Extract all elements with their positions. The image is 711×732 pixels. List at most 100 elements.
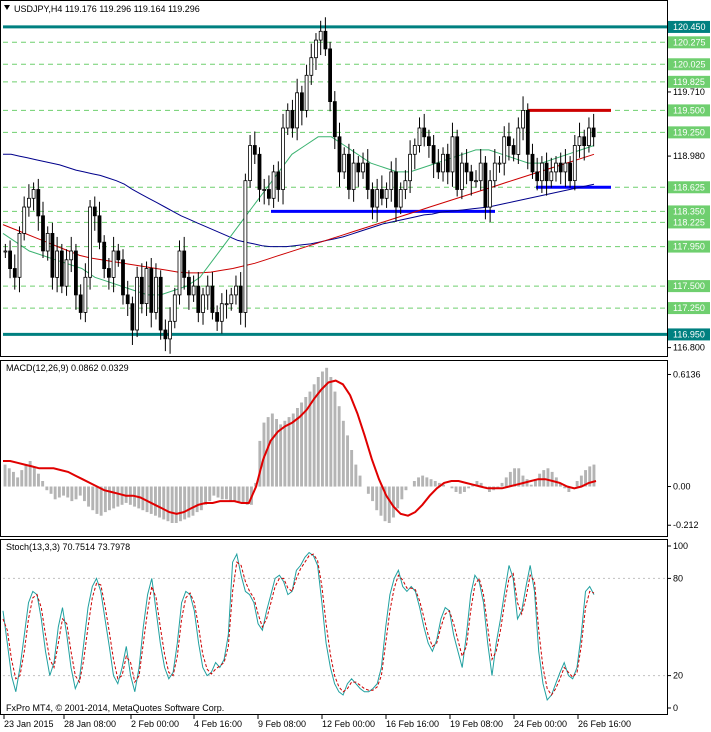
macd-histogram-bar — [325, 367, 329, 487]
macd-plot: 0.6136 0.00 -0.212 — [3, 367, 701, 530]
candle-body — [431, 145, 436, 164]
candle-body — [332, 101, 337, 138]
candle-body — [365, 162, 370, 190]
candle-body — [502, 136, 507, 164]
macd-histogram-bar — [258, 440, 262, 487]
candle-body — [540, 162, 544, 182]
candle-body — [88, 206, 92, 278]
macd-histogram-bar — [479, 482, 483, 487]
time-tick-label: 2 Feb 00:00 — [131, 719, 179, 729]
candle-body — [535, 171, 540, 182]
candle-body — [342, 153, 347, 173]
symbol-header: USDJPY,H4 119.176 119.296 119.164 119.29… — [14, 4, 200, 14]
macd-tick-label: 0.00 — [673, 482, 691, 492]
price-label-box — [668, 104, 710, 117]
macd-histogram-bar — [463, 486, 466, 492]
stoch-header: Stoch(13,3,3) 70.7514 73.7978 — [6, 542, 130, 552]
macd-histogram-bar — [475, 481, 479, 487]
macd-histogram-bar — [550, 471, 554, 487]
candle-body — [516, 127, 521, 155]
candle-body — [8, 250, 13, 270]
macd-histogram-bar — [354, 464, 358, 487]
price-plot — [2, 17, 667, 354]
macd-histogram-bar — [283, 420, 287, 487]
time-tick-label: 26 Feb 16:00 — [578, 719, 631, 729]
candle-body — [295, 92, 300, 129]
macd-histogram-bar — [229, 486, 232, 502]
candle-body — [568, 162, 572, 182]
symbol-marker-icon — [4, 5, 10, 10]
candle-body — [389, 171, 394, 190]
macd-histogram-bar — [350, 450, 354, 487]
macd-histogram-bar — [191, 486, 195, 516]
macd-histogram-bar — [24, 464, 28, 487]
macd-histogram-bar — [346, 435, 349, 487]
macd-histogram-bar — [425, 477, 429, 487]
price-level-label: 116.950 — [673, 329, 705, 339]
candle-body — [464, 162, 469, 173]
candle-body — [558, 162, 563, 173]
macd-histogram-bar — [216, 486, 220, 498]
macd-histogram-bar — [371, 486, 374, 502]
candle-body — [488, 180, 493, 208]
time-axis: 23 Jan 2015 28 Jan 08:00 2 Feb 00:00 4 Feb … — [3, 715, 631, 729]
candle-body — [78, 294, 83, 313]
candle-body — [111, 250, 116, 278]
candle-body — [304, 74, 309, 111]
candle-body — [130, 303, 135, 331]
candle-body — [186, 276, 191, 296]
stoch-main-line — [2, 551, 595, 701]
macd-histogram-bar — [237, 486, 241, 503]
candle-body — [436, 162, 441, 173]
candle-body — [572, 145, 577, 181]
candle-body — [356, 162, 361, 173]
candle-body — [450, 136, 455, 173]
macd-histogram-bar — [358, 475, 362, 487]
time-tick-label: 12 Feb 00:00 — [322, 719, 375, 729]
macd-histogram-bar — [154, 486, 157, 516]
macd-histogram-bar — [199, 486, 203, 511]
candle-body — [121, 259, 125, 296]
candle-body — [426, 136, 431, 147]
macd-histogram-bar — [563, 486, 567, 489]
macd-histogram-bar — [467, 486, 471, 489]
macd-histogram-bar — [567, 486, 571, 492]
macd-histogram-bar — [442, 484, 445, 487]
candle-body — [441, 153, 445, 173]
candle-body — [478, 162, 483, 182]
macd-histogram-bar — [291, 413, 295, 487]
macd-histogram-bar — [546, 468, 550, 487]
macd-histogram-bar — [266, 417, 270, 487]
macd-histogram-bar — [300, 402, 303, 487]
macd-histogram-bar — [149, 486, 153, 514]
macd-histogram-bar — [179, 486, 182, 522]
macd-histogram-bar — [41, 481, 45, 487]
candle-body — [196, 285, 201, 313]
candle-body — [26, 197, 31, 208]
price-label-box — [668, 280, 710, 293]
copyright-text: FxPro MT4, © 2001-2014, MetaQuotes Softw… — [6, 703, 224, 713]
macd-histogram-bar — [74, 486, 78, 500]
macd-histogram-bar — [279, 424, 283, 487]
candle-body — [201, 294, 205, 313]
macd-histogram-bar — [392, 486, 395, 518]
time-tick-label: 4 Feb 16:00 — [194, 719, 242, 729]
price-label-box — [668, 58, 710, 71]
macd-histogram-bar — [3, 464, 7, 487]
candle-body — [17, 232, 22, 278]
price-label-box — [668, 126, 710, 139]
macd-histogram-bar — [559, 482, 562, 487]
price-panel-frame — [0, 0, 668, 357]
price-label-box — [668, 302, 710, 315]
candle-body — [45, 232, 50, 252]
candle-body — [102, 241, 107, 269]
macd-histogram-bar — [529, 484, 533, 487]
macd-histogram-bar — [57, 486, 61, 498]
candle-body — [455, 136, 460, 190]
macd-histogram-bar — [245, 486, 249, 505]
price-level-label: 117.950 — [673, 242, 705, 252]
price-level-label: 120.275 — [673, 37, 706, 47]
macd-histogram-bar — [400, 486, 404, 500]
macd-histogram-bar — [20, 470, 24, 487]
